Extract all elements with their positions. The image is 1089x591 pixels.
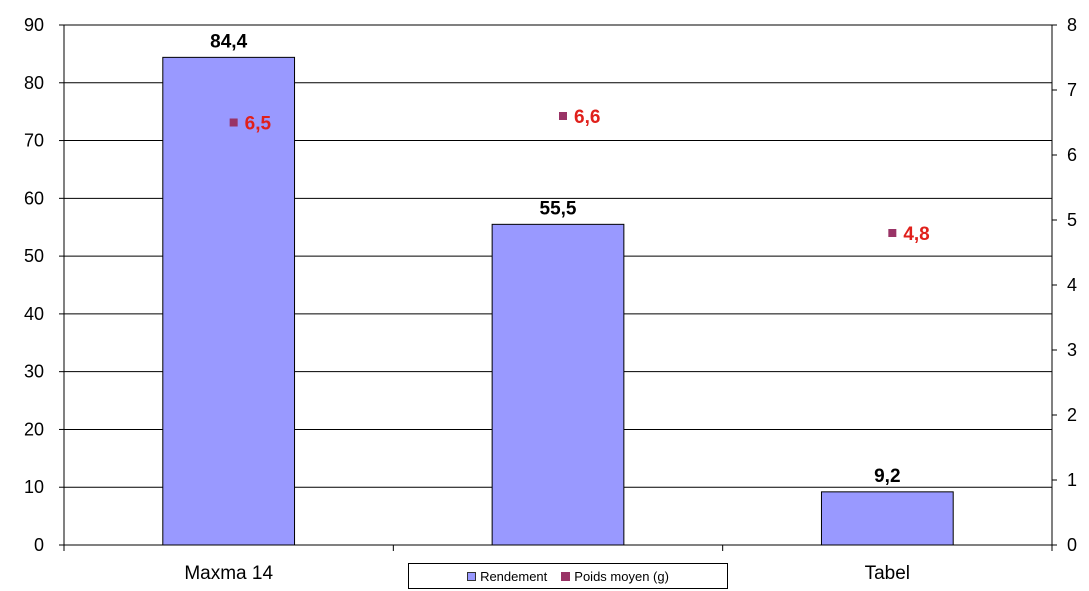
bar (162, 56, 296, 546)
point-data-label: 4,8 (903, 224, 929, 245)
bar-series (162, 56, 954, 546)
axes: 0 10 20 30 40 50 60 70 80 90 0 1 2 3 4 5 6 7 8 Maxma 14 Tabe… (24, 15, 1077, 584)
y-right-tick-label: 3 (1067, 340, 1077, 360)
y-left-tick-label: 80 (24, 73, 44, 93)
y-left-tick-label: 40 (24, 304, 44, 324)
x-category-label: Tabel (865, 563, 910, 584)
y-right-tick-label: 0 (1067, 535, 1077, 555)
legend-label-poids: Poids moyen (g) (574, 568, 669, 584)
bar-data-label: 9,2 (874, 466, 900, 487)
y-right-tick-label: 1 (1067, 470, 1077, 490)
point-series (229, 112, 897, 237)
bar (820, 491, 954, 546)
legend-swatch-poids (561, 571, 571, 581)
y-left-tick-label: 50 (24, 246, 44, 266)
x-category-label: Maxma 14 (184, 563, 273, 584)
y-left-tick-label: 10 (24, 477, 44, 497)
y-right-tick-label: 7 (1067, 80, 1077, 100)
y-left-tick-label: 0 (34, 535, 44, 555)
legend-item-rendement: Rendement (467, 569, 547, 584)
legend-label-rendement: Rendement (480, 568, 548, 584)
y-right-tick-label: 8 (1067, 15, 1077, 35)
y-right-tick-label: 4 (1067, 275, 1077, 295)
y-left-tick-label: 90 (24, 15, 44, 35)
legend-swatch-rendement (467, 571, 477, 581)
y-left-tick-label: 30 (24, 362, 44, 382)
y-left-tick-label: 60 (24, 188, 44, 208)
legend: Rendement Poids moyen (g) (408, 563, 728, 589)
point-marker (559, 112, 567, 120)
y-left-tick-label: 70 (24, 131, 44, 151)
y-right-tick-label: 5 (1067, 210, 1077, 230)
point-marker (229, 118, 238, 127)
bar (491, 223, 625, 546)
bar-data-label: 55,5 (540, 198, 577, 219)
bar-data-label: 84,4 (210, 31, 247, 52)
y-right-tick-label: 2 (1067, 405, 1077, 425)
point-data-label: 6,5 (245, 114, 272, 135)
point-marker (888, 229, 897, 237)
y-right-tick-label: 6 (1067, 145, 1077, 165)
y-left-tick-label: 20 (24, 419, 44, 439)
point-data-label: 6,6 (574, 107, 600, 128)
data-labels: 84,4 55,5 9,2 6,5 6,6 4,8 (210, 31, 930, 486)
legend-item-poids: Poids moyen (g) (561, 569, 669, 584)
